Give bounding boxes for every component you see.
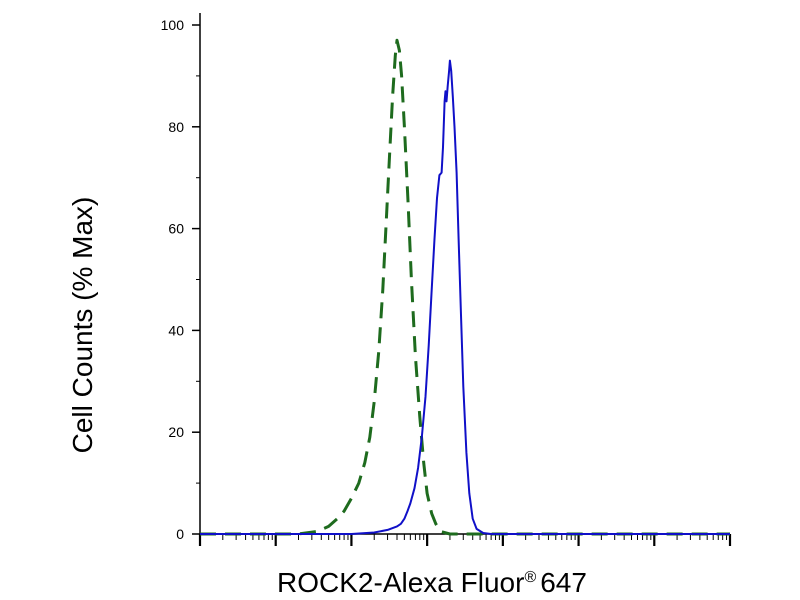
series-line-solid	[200, 59, 730, 535]
series-group	[200, 38, 730, 536]
y-tick-label: 0	[176, 526, 184, 542]
y-axis-title: Cell Counts (% Max)	[67, 197, 98, 454]
x-axis-title: ROCK2-Alexa Fluor® 647	[277, 567, 587, 598]
y-axis: 0 20 40 60 80 100	[161, 13, 201, 542]
y-tick-label: 60	[168, 221, 184, 237]
x-axis	[198, 533, 732, 546]
y-tick-label: 20	[168, 424, 184, 440]
y-tick-label: 100	[161, 17, 185, 33]
series-line-dashed	[200, 38, 730, 536]
x-axis-title-main: ROCK2-Alexa Fluor	[277, 567, 524, 598]
x-axis-title-suffix: 647	[540, 567, 587, 598]
y-tick-label: 40	[168, 322, 184, 338]
x-axis-title-registered-mark: ®	[524, 569, 536, 586]
y-tick-label: 80	[168, 119, 184, 135]
